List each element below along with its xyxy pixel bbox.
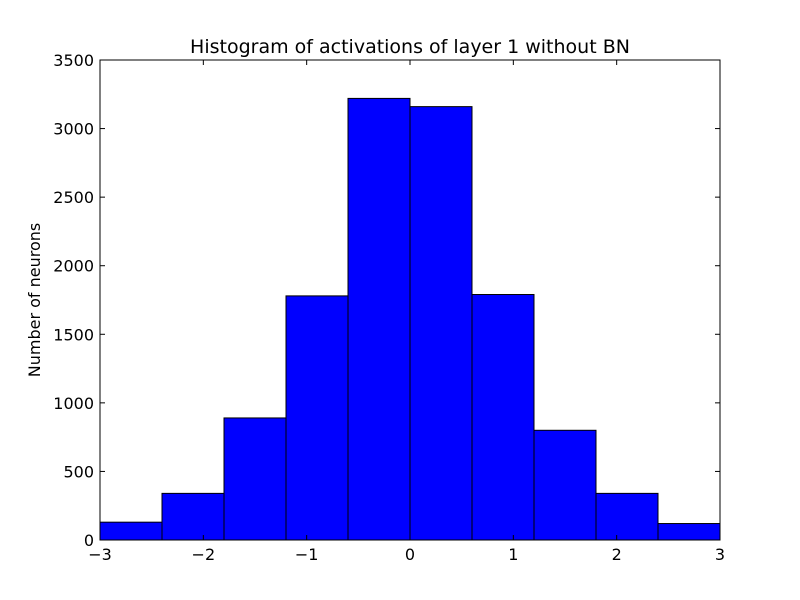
x-tick-label: 1	[508, 545, 518, 564]
histogram-bar	[347, 97, 411, 541]
histogram-bar	[99, 521, 163, 541]
y-tick-label: 1000	[53, 394, 94, 413]
y-tick-label: 0	[84, 531, 94, 550]
ticks-group: −3 −2 −1 0 1 2 3 0 500 1000 1500 2000 2500 3000 3500	[53, 51, 725, 564]
y-tick-label: 2000	[53, 257, 94, 276]
chart-title: Histogram of activations of layer 1 with…	[190, 36, 630, 58]
histogram-bar	[657, 523, 721, 541]
y-tick-label: 2500	[53, 188, 94, 207]
histogram-bar	[471, 294, 535, 541]
histogram-bar	[533, 429, 597, 541]
y-tick-label: 3500	[53, 51, 94, 70]
x-tick-label: 0	[405, 545, 415, 564]
x-tick-label: 2	[612, 545, 622, 564]
plot-frame	[99, 59, 721, 541]
y-axis-label: Number of neurons	[25, 223, 44, 377]
x-tick-label: 3	[715, 545, 725, 564]
histogram-bar	[161, 492, 225, 541]
y-tick-label: 500	[63, 462, 94, 481]
y-tick-label: 3000	[53, 120, 94, 139]
x-tick-label: −2	[192, 545, 216, 564]
x-tick-label: −3	[88, 545, 112, 564]
histogram-bar	[223, 417, 287, 541]
histogram-bar	[409, 106, 473, 541]
y-tick-label: 1500	[53, 325, 94, 344]
x-tick-label: −1	[295, 545, 319, 564]
bars-group	[99, 97, 721, 541]
histogram-bar	[285, 295, 349, 541]
histogram-bar	[595, 492, 659, 541]
